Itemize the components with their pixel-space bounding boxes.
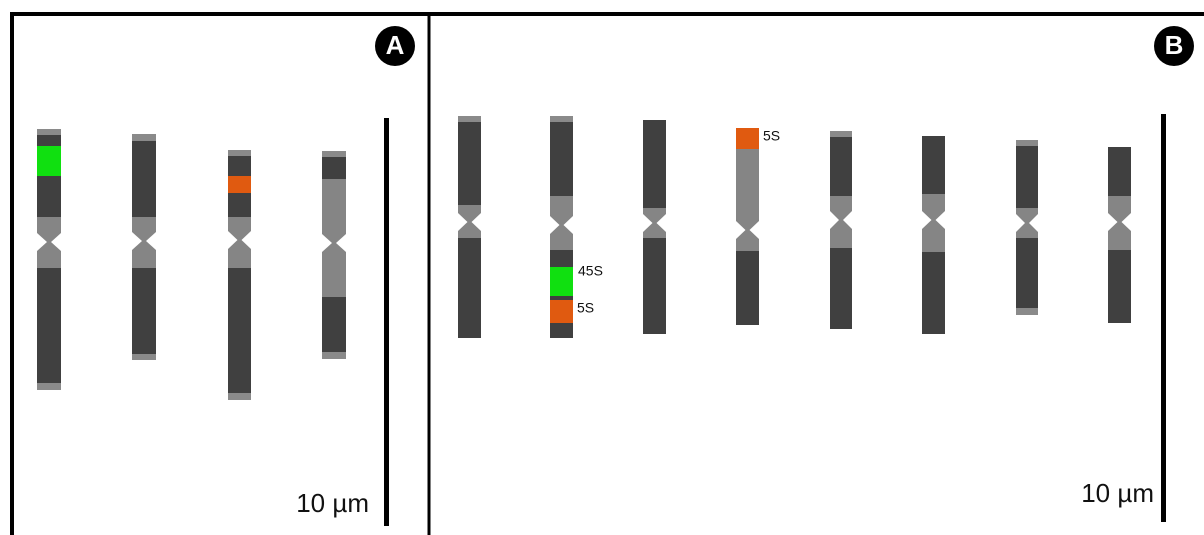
panel-label: B	[1165, 30, 1184, 60]
chromosome-band	[37, 383, 61, 390]
chromosome-band	[922, 136, 945, 194]
chromosome-band	[1016, 146, 1038, 208]
chromosome-band	[458, 238, 481, 338]
chromosome-band	[228, 150, 251, 156]
chromosome-band	[643, 208, 666, 238]
chromosome-band	[132, 217, 156, 268]
chromosome-band	[1108, 196, 1131, 250]
chromosome-band	[132, 268, 156, 354]
chromosome-band	[228, 268, 251, 393]
chromosome-band	[322, 179, 346, 297]
chromosome-band	[550, 300, 573, 323]
chromosome-band	[458, 122, 481, 205]
chromosome-band	[37, 135, 61, 146]
chromosome-band	[1108, 147, 1131, 196]
chromosome-band	[1016, 140, 1038, 146]
chromosome-band	[830, 131, 852, 137]
chromosome-band	[643, 238, 666, 334]
chromosome-band	[322, 157, 346, 179]
annotation: 5S	[577, 300, 594, 316]
chromosome-band	[1016, 208, 1038, 238]
chromosome-band	[132, 141, 156, 217]
chromosome-band	[550, 296, 573, 300]
chromosome-band	[736, 149, 759, 251]
chromosome-band	[830, 248, 852, 329]
chromosome-band	[37, 146, 61, 176]
chromosome-band	[922, 194, 945, 252]
chromosome-band	[830, 137, 852, 196]
chromosome-band	[458, 116, 481, 122]
scale-bar	[1161, 114, 1166, 522]
chromosome-band	[228, 393, 251, 400]
chromosome-band	[550, 196, 573, 250]
annotation: 5S	[763, 128, 780, 144]
chromosomes	[37, 116, 1131, 400]
chromosome-band	[550, 267, 573, 296]
chromosome-band	[1108, 250, 1131, 323]
chromosome-band	[322, 352, 346, 359]
scale-label: 10 µm	[1081, 478, 1154, 508]
chromosome-band	[322, 297, 346, 352]
chromosome-band	[1016, 308, 1038, 315]
panel-label: A	[386, 30, 405, 60]
chromosome-band	[37, 217, 61, 268]
annotation: 45S	[578, 263, 603, 279]
chromosome-band	[37, 129, 61, 135]
chromosome-band	[228, 193, 251, 217]
chromosome-band	[132, 354, 156, 360]
chromosome-band	[736, 251, 759, 325]
chromosome-band	[643, 120, 666, 208]
chromosome-band	[228, 176, 251, 193]
chromosome-band	[922, 252, 945, 334]
chromosome-band	[132, 134, 156, 141]
chromosome-band	[322, 151, 346, 157]
chromosome-band	[830, 196, 852, 248]
chromosome-band	[228, 217, 251, 268]
chromosome-band	[736, 128, 759, 149]
figure: A B 10 µm 10 µm 45S 5S 5S	[0, 0, 1204, 535]
chromosome-band	[37, 176, 61, 217]
chromosome-band	[458, 205, 481, 238]
chromosome-band	[550, 323, 573, 338]
chromosome-band	[550, 116, 573, 122]
chromosome-band	[37, 268, 61, 383]
chromosome-band	[550, 250, 573, 267]
scale-label: 10 µm	[296, 488, 369, 518]
chromosome-band	[550, 122, 573, 196]
scale-bar	[384, 118, 389, 526]
chromosome-band	[228, 156, 251, 176]
chromosome-band	[1016, 238, 1038, 308]
